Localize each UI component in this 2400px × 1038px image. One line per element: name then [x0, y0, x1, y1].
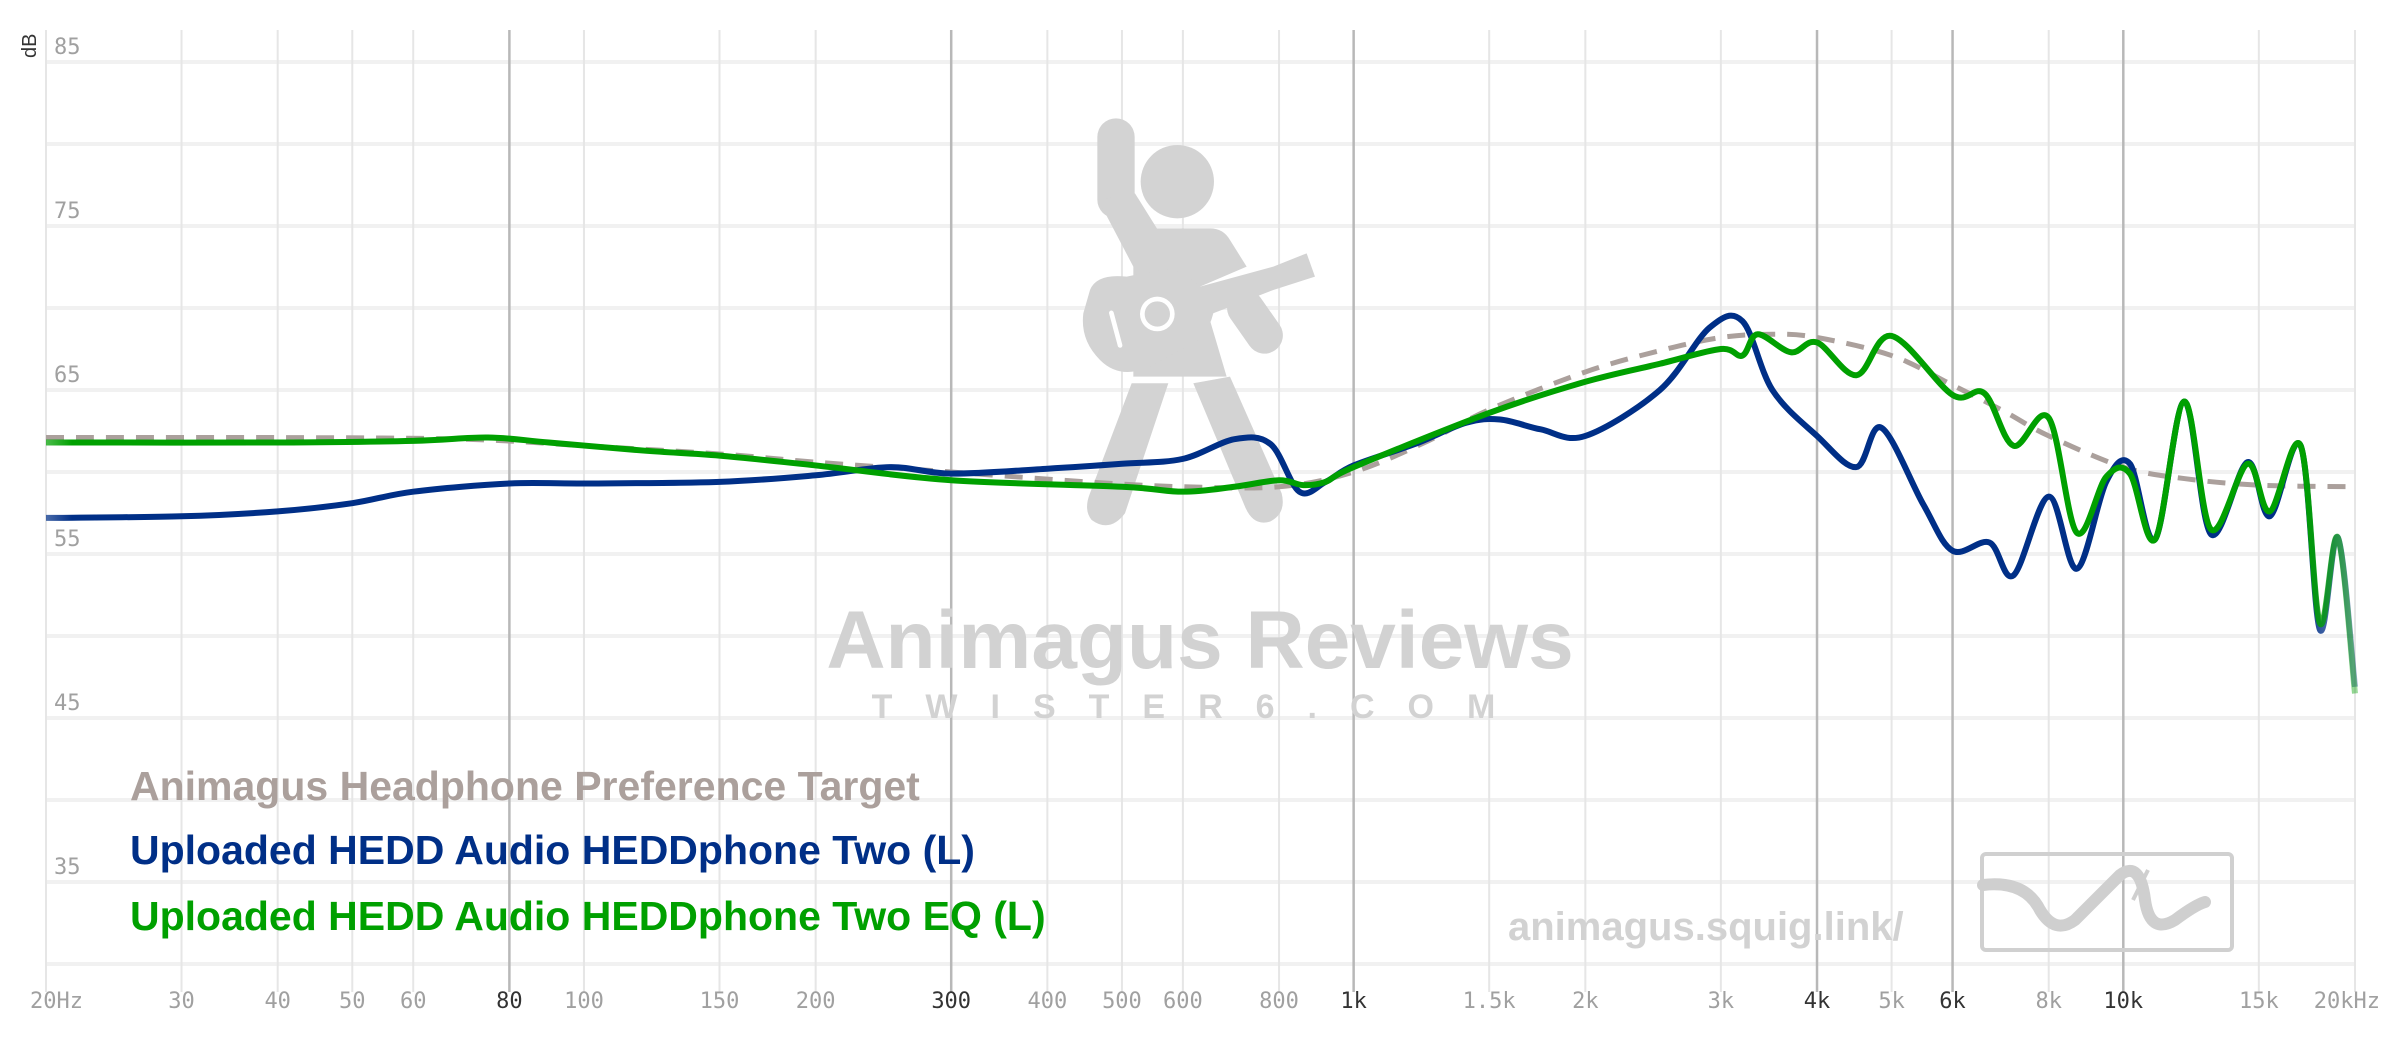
x-tick-label: 400	[1027, 989, 1067, 1014]
x-tick-label: 150	[700, 989, 740, 1014]
x-tick-label: 100	[564, 989, 604, 1014]
x-tick-label: 500	[1102, 989, 1142, 1014]
x-tick-label: 30	[168, 989, 195, 1014]
x-tick-label: 4k	[1804, 989, 1831, 1014]
x-tick-label: 50	[339, 989, 366, 1014]
y-tick-label: 45	[54, 691, 81, 716]
series-line-2	[45, 331, 2358, 694]
x-tick-label: 10k	[2103, 989, 2143, 1014]
x-tick-label: 15k	[2239, 989, 2279, 1014]
grid	[45, 30, 2356, 992]
x-tick-label: 60	[400, 989, 427, 1014]
curves	[45, 312, 2358, 694]
x-tick-label: 3k	[1708, 989, 1735, 1014]
x-tick-label: 80	[496, 989, 523, 1014]
x-tick-label: 40	[264, 989, 291, 1014]
x-tick-label: 800	[1259, 989, 1299, 1014]
legend-raw[interactable]: Uploaded HEDD Audio HEDDphone Two (L)	[130, 827, 975, 873]
watermark-brand: Animagus Reviews	[826, 595, 1573, 686]
y-tick-label: 55	[54, 527, 81, 552]
x-tick-label: 6k	[1939, 989, 1966, 1014]
y-tick-label: 75	[54, 199, 81, 224]
x-tick-label: 600	[1163, 989, 1203, 1014]
legend-eq[interactable]: Uploaded HEDD Audio HEDDphone Two EQ (L)	[130, 893, 1046, 939]
squiglink-logo-icon	[1977, 852, 2234, 952]
watermark-url: animagus.squig.link/	[1508, 905, 1904, 949]
y-tick-label: 35	[54, 855, 81, 880]
x-tick-label: 20kHz	[2314, 989, 2380, 1014]
guitarist-logo-icon	[1082, 118, 1315, 526]
watermark-site: TWISTER6.COM	[872, 688, 1529, 726]
x-tick-label: 200	[796, 989, 836, 1014]
x-tick-label: 1.5k	[1463, 989, 1516, 1014]
x-tick-label: 5k	[1878, 989, 1905, 1014]
x-tick-label: 300	[931, 989, 971, 1014]
x-tick-label: 2k	[1572, 989, 1599, 1014]
y-tick-label: 65	[54, 363, 81, 388]
legend: Animagus Headphone Preference Target Upl…	[130, 763, 1046, 939]
x-tick-label: 8k	[2035, 989, 2062, 1014]
x-tick-labels: 20Hz 30 40 50 60 80 100 150 200 300 400 500 600 800 1k…	[30, 989, 2380, 1014]
x-tick-label: 1k	[1340, 989, 1367, 1014]
legend-target[interactable]: Animagus Headphone Preference Target	[130, 763, 920, 809]
y-axis-label: dB	[19, 34, 41, 58]
y-tick-labels: 85 75 65 55 45 35	[54, 35, 81, 880]
y-tick-label: 85	[54, 35, 81, 60]
x-tick-label: 20Hz	[30, 989, 83, 1014]
